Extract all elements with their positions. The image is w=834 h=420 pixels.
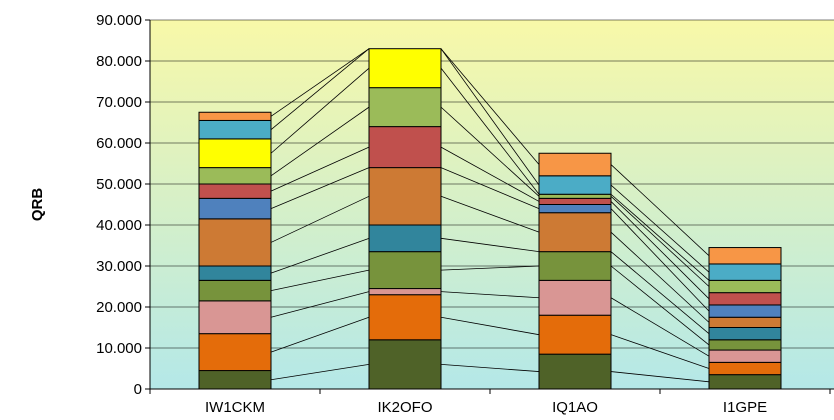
bar-segment [538,152,612,177]
series-connector-line [270,316,370,353]
y-tick-label: 50.000 [96,176,142,193]
series-connector-line [440,106,540,197]
series-connector-line [440,146,540,202]
series-connector-line [440,48,540,165]
bar-segment [368,294,442,341]
series-connector-line [440,364,540,372]
bar-segment [198,333,272,372]
bar-segment [708,304,782,318]
bar-segment [538,353,612,390]
x-category-label: IW1CKM [205,399,265,416]
bar-segment [198,119,272,140]
bar-segment [708,349,782,363]
series-connector-line [610,193,710,281]
bar-segment [538,212,612,253]
series-connector-line [610,371,710,383]
y-tick-label: 70.000 [96,94,142,111]
y-axis-title: QRB [29,188,46,222]
series-connector-line [610,334,710,369]
series-connector-line [610,164,710,257]
y-tick-label: 0 [134,381,142,398]
series-connector-line [270,146,370,192]
x-category-label: IQ1AO [552,399,598,416]
series-connector-line [440,237,540,253]
bar-segment [708,339,782,351]
bar-segment [198,265,272,281]
bar-segment [368,251,442,290]
series-connector-line [270,364,370,381]
bar-segment [198,138,272,169]
x-category-label: IK2OFO [377,399,432,416]
bar-segment [198,279,272,302]
series-connectors [270,48,710,383]
series-connector-line [270,195,370,243]
bar-segment [538,197,612,206]
bar-segment [708,327,782,341]
series-connector-line [610,265,710,346]
bar-segment [198,111,272,121]
series-connector-line [440,48,540,186]
bar-segment [198,218,272,267]
bar-segment [198,370,272,390]
y-tick-label: 80.000 [96,53,142,70]
y-tick-label: 60.000 [96,135,142,152]
bar-segment [538,193,612,199]
labels: 0 10.000 20.000 30.000 40.000 50.000 60.000 70.… [29,12,767,416]
bar-segment [368,288,442,296]
y-tick-label: 10.000 [96,340,142,357]
x-category-label: I1GPE [723,399,767,416]
series-connector-line [270,48,370,117]
series-connector-line [270,291,370,318]
bar-segment [708,292,782,306]
series-connector-line [610,196,710,287]
bar-segment [198,167,272,185]
series-connector-line [440,316,540,336]
y-tick-label: 90.000 [96,12,142,29]
y-tick-label: 40.000 [96,217,142,234]
bar-segment [368,87,442,128]
series-connector-line [440,67,540,195]
bar-segment [708,263,782,281]
bar-segment [368,224,442,253]
bar-segment [368,339,442,390]
axes [145,19,834,394]
series-connector-line [440,291,540,299]
series-connector-line [440,195,540,233]
bar-segment [198,197,272,220]
series-connector-line [270,269,370,291]
series-connector-line [270,167,370,209]
series-connector-line [270,106,370,177]
bar-segment [368,126,442,169]
bar-segment [708,279,782,294]
series-connector-line [610,251,710,334]
series-connector-line [610,231,710,323]
bar-segment [538,279,612,316]
bar-segment [198,300,272,335]
bar-segment [538,314,612,355]
series-connector-line [440,265,540,271]
y-tick-label: 20.000 [96,299,142,316]
series-connector-line [610,208,710,312]
series-connector-line [610,184,710,273]
bar-segment [538,251,612,281]
bar-segment [368,48,442,89]
series-connector-line [270,67,370,154]
series-connector-line [270,48,370,130]
bar-segment [708,316,782,328]
bar-segment [198,183,272,199]
bars [198,48,782,390]
bar-segment [538,175,612,195]
series-connector-line [440,167,540,209]
bar-segment [368,167,442,226]
bar-segment [708,247,782,265]
bar-segment [708,361,782,376]
series-connector-line [610,201,710,300]
series-connector-line [270,237,370,274]
bar-segment [708,374,782,390]
y-tick-label: 30.000 [96,258,142,275]
series-connector-line [610,297,710,357]
bar-segment [538,204,612,214]
